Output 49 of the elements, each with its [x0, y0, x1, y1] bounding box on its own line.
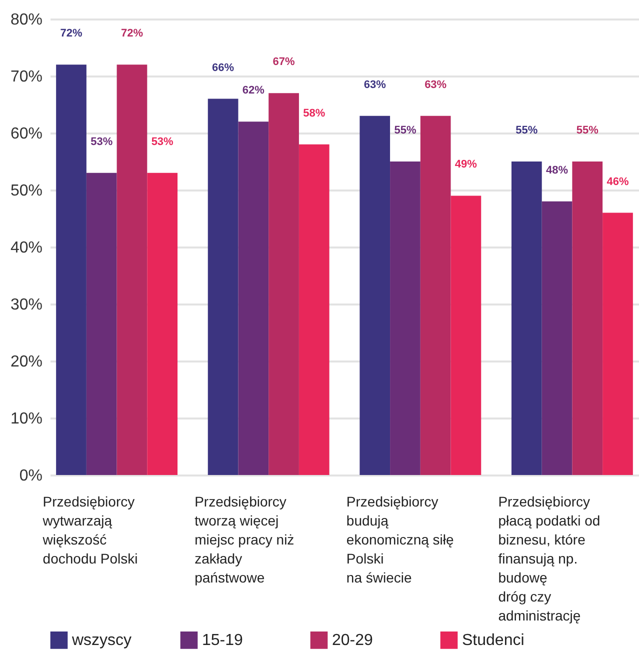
bar	[602, 212, 633, 475]
data-label: 66%	[212, 62, 234, 74]
data-label: 46%	[606, 176, 629, 188]
data-label: 53%	[151, 136, 174, 148]
bar	[360, 116, 390, 475]
bar	[147, 172, 178, 475]
y-tick-label: 40%	[10, 240, 42, 256]
data-label: 55%	[576, 124, 599, 136]
data-label: 63%	[364, 78, 386, 91]
legend-label: 15-19	[202, 632, 244, 650]
data-label: 62%	[242, 84, 265, 97]
y-tick-label: 50%	[10, 182, 42, 200]
x-tick-label: Przedsiębiorcy tworzą więcej miejsc pracy niż zakłady państwowe	[194, 494, 294, 586]
x-tick-label: Przedsiębiorcy budują ekonomiczną siłę Polski na świecie	[346, 494, 454, 586]
bar	[450, 196, 482, 475]
y-tick-label: 80%	[10, 12, 42, 28]
data-label: 63%	[424, 78, 447, 91]
data-label: 53%	[90, 136, 113, 148]
bar	[238, 122, 269, 475]
bar	[420, 116, 451, 475]
data-label: 55%	[394, 124, 416, 136]
bar	[56, 64, 86, 475]
data-label: 58%	[303, 107, 326, 120]
legend-label: wszyscy	[71, 632, 132, 650]
x-tick-label: Przedsiębiorcy wytwarzają większość dochodu Polski	[42, 494, 138, 566]
x-tick-label: Przedsiębiorcy płacą podatki od biznesu, które finansują np. budowę dróg czy administrację	[498, 494, 600, 624]
data-label: 55%	[516, 124, 538, 136]
data-label: 72%	[60, 28, 82, 40]
legend-label: Studenci	[462, 632, 524, 650]
data-label: 48%	[546, 164, 568, 176]
y-tick-label: 20%	[10, 354, 42, 370]
data-label: 67%	[272, 56, 295, 68]
bar	[208, 98, 238, 475]
bar	[542, 201, 572, 475]
bar	[572, 162, 603, 475]
bar	[268, 93, 299, 475]
y-tick-label: 70%	[10, 68, 42, 86]
bar	[298, 144, 330, 475]
bar	[511, 162, 542, 475]
bar	[390, 162, 420, 475]
y-tick-label: 0%	[19, 468, 42, 484]
y-tick-label: 30%	[10, 296, 42, 314]
legend-label: 20-29	[332, 632, 374, 650]
y-tick-label: 60%	[10, 126, 42, 142]
bar	[116, 64, 148, 475]
y-tick-label: 10%	[10, 410, 42, 428]
data-label: 72%	[120, 28, 144, 40]
data-label: 49%	[454, 158, 478, 171]
bar	[86, 172, 117, 475]
